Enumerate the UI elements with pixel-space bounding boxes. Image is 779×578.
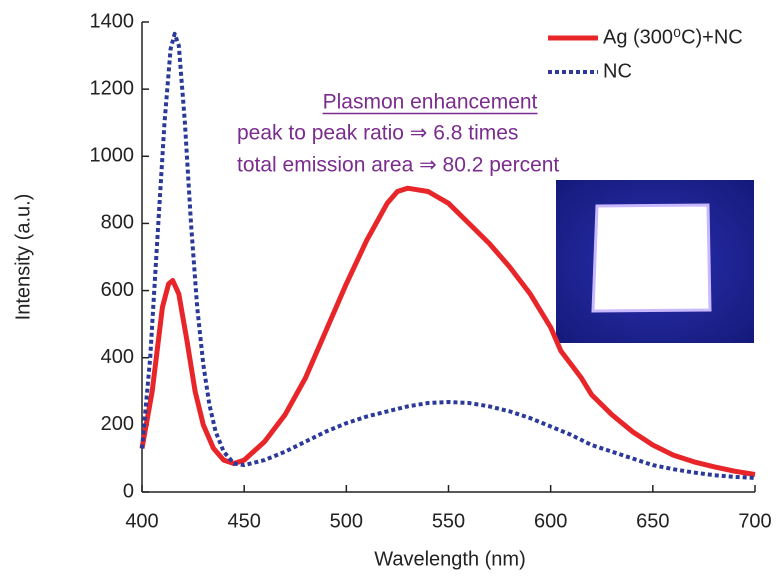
y-tick-label: 200 — [101, 413, 134, 435]
annotation-title: Plasmon enhancement — [323, 91, 538, 114]
y-tick-label: 1000 — [90, 145, 135, 167]
y-tick-label: 1400 — [90, 10, 135, 32]
annotation: total emission area ⇒ 80.2 percent — [237, 154, 559, 177]
y-axis-label: Intensity (a.u.) — [12, 194, 34, 321]
series-line — [140, 31, 756, 480]
y-tick-label: 600 — [101, 279, 134, 301]
x-tick-label: 500 — [330, 510, 363, 532]
y-tick-label: 400 — [101, 346, 134, 368]
series-line — [139, 185, 756, 477]
x-tick-label: 400 — [125, 510, 158, 532]
legend-label: NC — [603, 60, 632, 82]
x-tick-label: 600 — [534, 510, 567, 532]
x-tick-label: 550 — [432, 510, 465, 532]
y-tick-label: 800 — [101, 212, 134, 234]
legend-label: Ag (300⁰C)+NC — [603, 26, 743, 48]
x-tick-label: 450 — [227, 510, 260, 532]
y-tick-label: 0 — [123, 480, 134, 502]
x-tick-label: 650 — [636, 510, 669, 532]
inset-photo — [556, 180, 754, 343]
y-tick-label: 1200 — [90, 77, 135, 99]
annotation: peak to peak ratio ⇒ 6.8 times — [237, 122, 518, 145]
x-tick-label: 700 — [738, 510, 771, 532]
x-axis-label: Wavelength (nm) — [374, 548, 526, 570]
